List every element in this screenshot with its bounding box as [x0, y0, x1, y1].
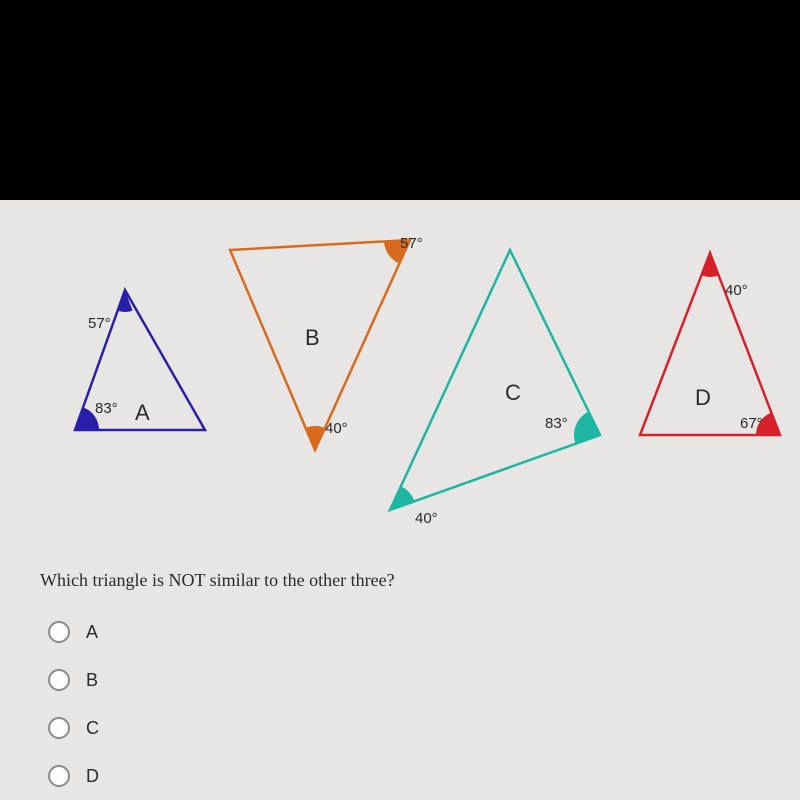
- answer-option-b[interactable]: B: [48, 669, 760, 691]
- content-area: 57° 83° A 57° 40° B 83° 40° C 40° 67° D: [0, 200, 800, 800]
- answer-option-a[interactable]: A: [48, 621, 760, 643]
- radio-icon[interactable]: [48, 717, 70, 739]
- answer-label: A: [86, 622, 98, 643]
- answer-options: A B C D: [48, 621, 760, 787]
- triangle-c-letter: C: [505, 380, 521, 406]
- triangle-c: [380, 240, 610, 520]
- triangle-d: [630, 245, 790, 445]
- triangle-d-letter: D: [695, 385, 711, 411]
- answer-label: D: [86, 766, 99, 787]
- answer-label: C: [86, 718, 99, 739]
- answer-label: B: [86, 670, 98, 691]
- triangle-d-angle-67: 67°: [740, 415, 763, 432]
- triangle-a-letter: A: [135, 400, 150, 426]
- triangle-c-angle-83: 83°: [545, 415, 568, 432]
- black-top-bar: [0, 0, 800, 200]
- triangle-d-angle-40: 40°: [725, 282, 748, 299]
- answer-option-c[interactable]: C: [48, 717, 760, 739]
- question-text: Which triangle is NOT similar to the oth…: [40, 570, 760, 591]
- triangles-region: 57° 83° A 57° 40° B 83° 40° C 40° 67° D: [40, 220, 760, 550]
- radio-icon[interactable]: [48, 765, 70, 787]
- triangle-c-angle-40: 40°: [415, 510, 438, 527]
- triangle-b-angle-40: 40°: [325, 420, 348, 437]
- radio-icon[interactable]: [48, 621, 70, 643]
- answer-option-d[interactable]: D: [48, 765, 760, 787]
- triangle-b-letter: B: [305, 325, 320, 351]
- triangle-a-angle-57: 57°: [88, 315, 111, 332]
- radio-icon[interactable]: [48, 669, 70, 691]
- triangle-a-angle-83: 83°: [95, 400, 118, 417]
